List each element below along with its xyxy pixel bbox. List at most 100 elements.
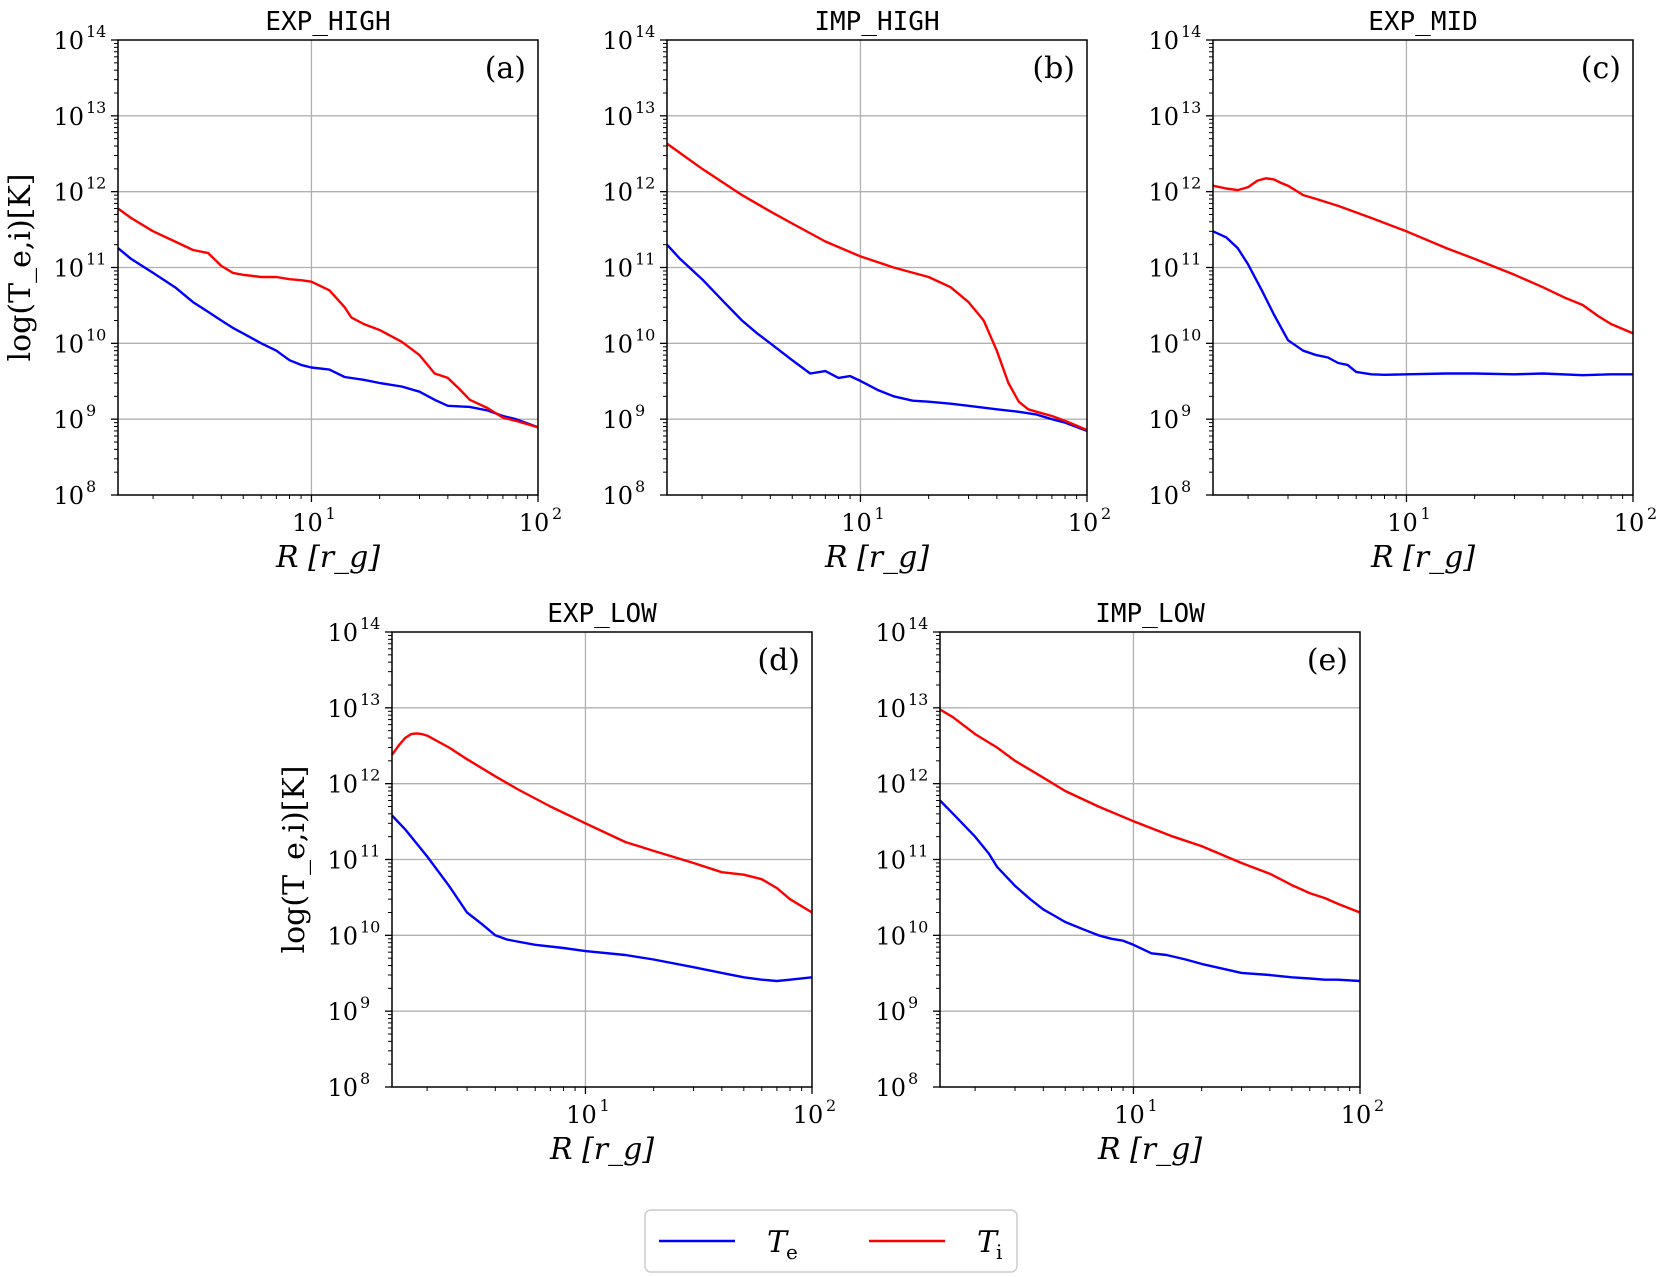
y-tick-exponent: 13 xyxy=(635,98,655,117)
legend-label: T xyxy=(767,1225,789,1260)
y-tick-exponent: 8 xyxy=(908,1069,918,1088)
legend-label-subscript: e xyxy=(786,1240,798,1264)
y-tick-exponent: 13 xyxy=(1181,98,1201,117)
panel-tag: (e) xyxy=(1307,643,1348,678)
x-axis-label: R [r_g] xyxy=(1097,1132,1202,1167)
y-tick-label: 10 xyxy=(875,1074,906,1102)
y-tick-exponent: 11 xyxy=(360,842,380,861)
x-axis-label: R [r_g] xyxy=(275,540,380,575)
x-tick-label: 10 xyxy=(1341,1101,1372,1129)
y-tick-label: 10 xyxy=(1148,255,1179,283)
y-tick-label: 10 xyxy=(602,179,633,207)
y-axis-label: log(T_e,i)[K] xyxy=(277,766,312,954)
y-tick-label: 10 xyxy=(875,847,906,875)
y-tick-exponent: 13 xyxy=(86,98,106,117)
panel-title: EXP_LOW xyxy=(547,599,657,629)
y-tick-exponent: 10 xyxy=(1181,325,1201,344)
y-tick-exponent: 12 xyxy=(908,766,928,785)
x-tick-label: 10 xyxy=(519,509,550,537)
panel-title: EXP_MID xyxy=(1368,7,1478,37)
x-tick-exponent: 1 xyxy=(874,504,884,523)
series-line-te xyxy=(1212,230,1633,377)
series-line-te xyxy=(666,243,1088,433)
y-tick-label: 10 xyxy=(327,922,358,950)
y-tick-label: 10 xyxy=(875,922,906,950)
x-tick-exponent: 2 xyxy=(552,504,562,523)
y-tick-exponent: 10 xyxy=(635,325,655,344)
x-tick-label: 10 xyxy=(566,1101,597,1129)
y-tick-exponent: 9 xyxy=(1181,401,1191,420)
y-tick-label: 10 xyxy=(327,619,358,647)
y-tick-exponent: 11 xyxy=(635,250,655,269)
y-tick-label: 10 xyxy=(875,695,906,723)
y-tick-exponent: 9 xyxy=(360,993,370,1012)
series-line-ti xyxy=(666,142,1088,432)
legend-label-subscript: i xyxy=(996,1240,1002,1264)
y-tick-exponent: 8 xyxy=(1181,477,1191,496)
y-tick-label: 10 xyxy=(1148,330,1179,358)
y-tick-label: 10 xyxy=(1148,406,1179,434)
y-tick-exponent: 12 xyxy=(635,174,655,193)
y-tick-exponent: 13 xyxy=(360,690,380,709)
x-tick-exponent: 2 xyxy=(1101,504,1111,523)
y-tick-label: 10 xyxy=(327,847,358,875)
x-tick-label: 10 xyxy=(1114,1101,1145,1129)
y-tick-label: 10 xyxy=(53,330,84,358)
panel-title: IMP_LOW xyxy=(1095,599,1205,629)
x-tick-exponent: 1 xyxy=(325,504,335,523)
x-tick-label: 10 xyxy=(1387,509,1418,537)
x-tick-exponent: 1 xyxy=(599,1096,609,1115)
x-tick-label: 10 xyxy=(1068,509,1099,537)
y-tick-label: 10 xyxy=(602,27,633,55)
series-line-ti xyxy=(391,732,813,914)
y-tick-exponent: 8 xyxy=(635,477,645,496)
y-tick-exponent: 14 xyxy=(635,22,655,41)
x-axis-label: R [r_g] xyxy=(824,540,929,575)
y-tick-label: 10 xyxy=(327,771,358,799)
x-tick-exponent: 2 xyxy=(1647,504,1657,523)
y-tick-label: 10 xyxy=(327,1074,358,1102)
x-tick-exponent: 2 xyxy=(1374,1096,1384,1115)
panel-tag: (c) xyxy=(1581,51,1621,86)
series-line-te xyxy=(939,799,1361,983)
x-tick-label: 10 xyxy=(292,509,323,537)
y-tick-label: 10 xyxy=(1148,103,1179,131)
y-tick-label: 10 xyxy=(602,103,633,131)
x-tick-label: 10 xyxy=(793,1101,824,1129)
y-tick-label: 10 xyxy=(875,998,906,1026)
y-tick-exponent: 14 xyxy=(908,614,928,633)
series-line-ti xyxy=(939,708,1361,914)
x-tick-label: 10 xyxy=(841,509,872,537)
y-axis-label: log(T_e,i)[K] xyxy=(3,174,38,362)
y-tick-exponent: 10 xyxy=(86,325,106,344)
y-tick-exponent: 8 xyxy=(360,1069,370,1088)
y-tick-exponent: 11 xyxy=(86,250,106,269)
y-tick-exponent: 12 xyxy=(360,766,380,785)
y-tick-exponent: 11 xyxy=(1181,250,1201,269)
series-line-ti xyxy=(1212,177,1634,335)
y-tick-exponent: 14 xyxy=(86,22,106,41)
y-tick-exponent: 9 xyxy=(86,401,96,420)
y-tick-label: 10 xyxy=(53,179,84,207)
series-line-te xyxy=(117,247,539,429)
panel-tag: (d) xyxy=(757,643,800,678)
x-tick-exponent: 2 xyxy=(826,1096,836,1115)
series-line-ti xyxy=(117,207,539,429)
y-tick-label: 10 xyxy=(53,103,84,131)
y-tick-label: 10 xyxy=(327,998,358,1026)
y-tick-exponent: 13 xyxy=(908,690,928,709)
y-tick-exponent: 8 xyxy=(86,477,96,496)
y-tick-exponent: 11 xyxy=(908,842,928,861)
legend-box xyxy=(644,1209,1018,1273)
y-tick-exponent: 10 xyxy=(908,917,928,936)
x-axis-label: R [r_g] xyxy=(549,1132,654,1167)
y-tick-label: 10 xyxy=(1148,179,1179,207)
y-tick-label: 10 xyxy=(53,406,84,434)
legend: Te Ti xyxy=(644,1209,1018,1273)
panel-title: EXP_HIGH xyxy=(265,7,390,37)
x-tick-label: 10 xyxy=(1614,509,1645,537)
